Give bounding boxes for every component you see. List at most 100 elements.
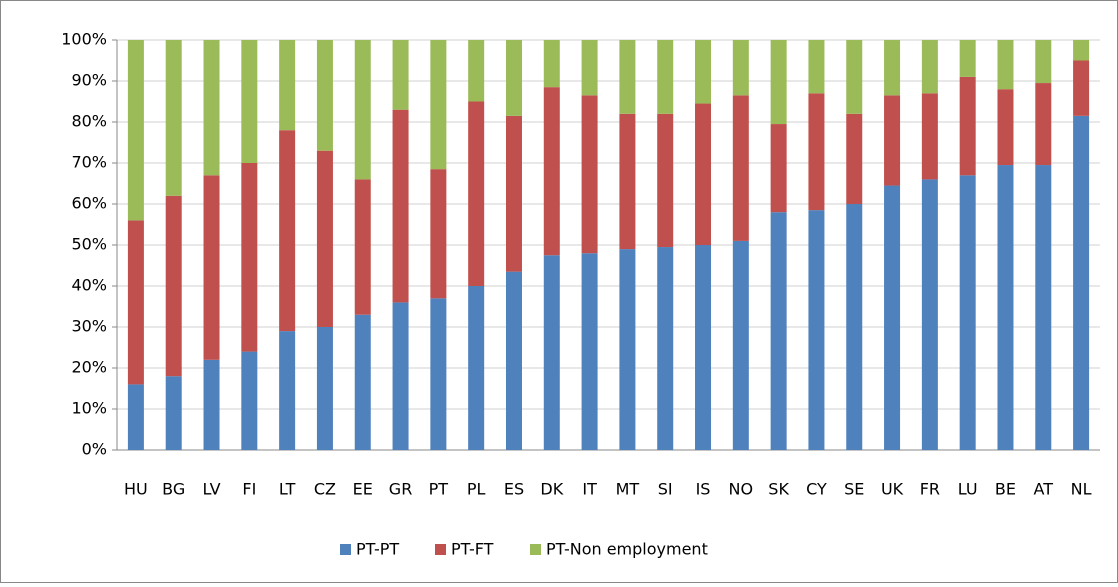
bar-segment [543, 40, 560, 88]
bar-segment [279, 40, 296, 131]
bar-segment [921, 93, 938, 180]
bar-segment [732, 240, 749, 450]
bar-segment [581, 95, 598, 254]
bar-segment [1035, 83, 1052, 166]
y-tick-label: 30% [71, 317, 107, 336]
x-tick-label: BE [995, 480, 1016, 499]
bar-segment [316, 327, 333, 450]
bar-segment [581, 40, 598, 96]
bar-segment [921, 40, 938, 94]
x-tick-label: EE [353, 480, 373, 499]
bar-segment [884, 95, 901, 186]
x-tick-label: HU [124, 480, 148, 499]
y-tick-label: 10% [71, 399, 107, 418]
bar-segment [695, 40, 712, 104]
x-tick-label: PL [467, 480, 486, 499]
bar-segment [657, 247, 674, 450]
x-tick-label: CZ [314, 480, 336, 499]
bar-segment [241, 40, 258, 163]
bar-segment [316, 40, 333, 151]
x-tick-label: SE [844, 480, 864, 499]
bar-segment [1035, 165, 1052, 451]
bar-segment [241, 163, 258, 352]
bar-segment [846, 204, 863, 450]
bar-segment [921, 179, 938, 450]
x-tick-label: NO [729, 480, 754, 499]
bar-segment [430, 40, 447, 170]
bar-segment [354, 314, 371, 450]
legend-label: PT-PT [356, 540, 399, 559]
bar-segment [354, 40, 371, 180]
x-tick-label: DK [540, 480, 563, 499]
x-tick-label: FI [242, 480, 256, 499]
x-tick-label: PT [429, 480, 449, 499]
legend-swatch [530, 544, 541, 555]
y-tick-label: 60% [71, 194, 107, 213]
bar-segment [657, 40, 674, 114]
bar-segment [505, 271, 522, 450]
bar-segment [1073, 115, 1090, 450]
bar-segment [657, 113, 674, 248]
bar-segment [619, 249, 636, 450]
bar-segment [732, 95, 749, 241]
bar-segment [1073, 40, 1090, 61]
bar-segment [1073, 60, 1090, 116]
x-tick-label: SI [658, 480, 673, 499]
bar-segment [959, 175, 976, 451]
bar-segment [695, 103, 712, 245]
bar-segment [165, 40, 182, 196]
bar-segment [997, 89, 1014, 166]
legend-swatch [435, 544, 446, 555]
x-tick-label: SK [768, 480, 789, 499]
y-tick-label: 0% [82, 440, 107, 459]
legend-label: PT-Non employment [546, 540, 708, 559]
x-tick-label: CY [806, 480, 827, 499]
bar-segment [1035, 40, 1052, 84]
bar-segment [770, 124, 787, 213]
x-tick-label: AT [1034, 480, 1054, 499]
bar-segment [846, 113, 863, 204]
bar-segment [279, 130, 296, 332]
y-tick-label: 80% [71, 112, 107, 131]
bar-segment [392, 109, 409, 303]
bar-segment [959, 76, 976, 176]
y-tick-label: 40% [71, 276, 107, 295]
bar-segment [770, 40, 787, 125]
bar-segment [619, 113, 636, 250]
bar-segment [581, 253, 598, 450]
bar-segment [203, 175, 220, 360]
bar-segment [808, 210, 825, 450]
x-tick-label: UK [881, 480, 904, 499]
bar-segment [997, 165, 1014, 451]
bar-segment [468, 101, 485, 286]
bar-segment [430, 169, 447, 299]
y-tick-label: 20% [71, 358, 107, 377]
y-tick-label: 100% [61, 30, 107, 49]
x-tick-label: ES [504, 480, 524, 499]
x-tick-label: LU [958, 480, 978, 499]
x-tick-label: IT [582, 480, 597, 499]
bar-segment [392, 302, 409, 450]
bar-segment [846, 40, 863, 114]
bar-segment [959, 40, 976, 77]
bar-segment [203, 40, 220, 176]
bar-segment [505, 115, 522, 272]
legend-swatch [340, 544, 351, 555]
bar-segment [165, 195, 182, 377]
bar-segment [695, 245, 712, 450]
bar-segment [127, 384, 144, 450]
y-tick-label: 90% [71, 71, 107, 90]
bar-segment [430, 298, 447, 450]
x-tick-label: MT [616, 480, 640, 499]
bar-segment [468, 286, 485, 450]
x-tick-label: LV [202, 480, 220, 499]
bar-segment [127, 40, 144, 221]
bar-segment [884, 185, 901, 451]
x-tick-label: NL [1071, 480, 1092, 499]
bar-segment [543, 255, 560, 450]
bar-segment [165, 376, 182, 450]
legend-label: PT-FT [451, 540, 494, 559]
bar-segment [354, 179, 371, 315]
bar-segment [241, 351, 258, 450]
